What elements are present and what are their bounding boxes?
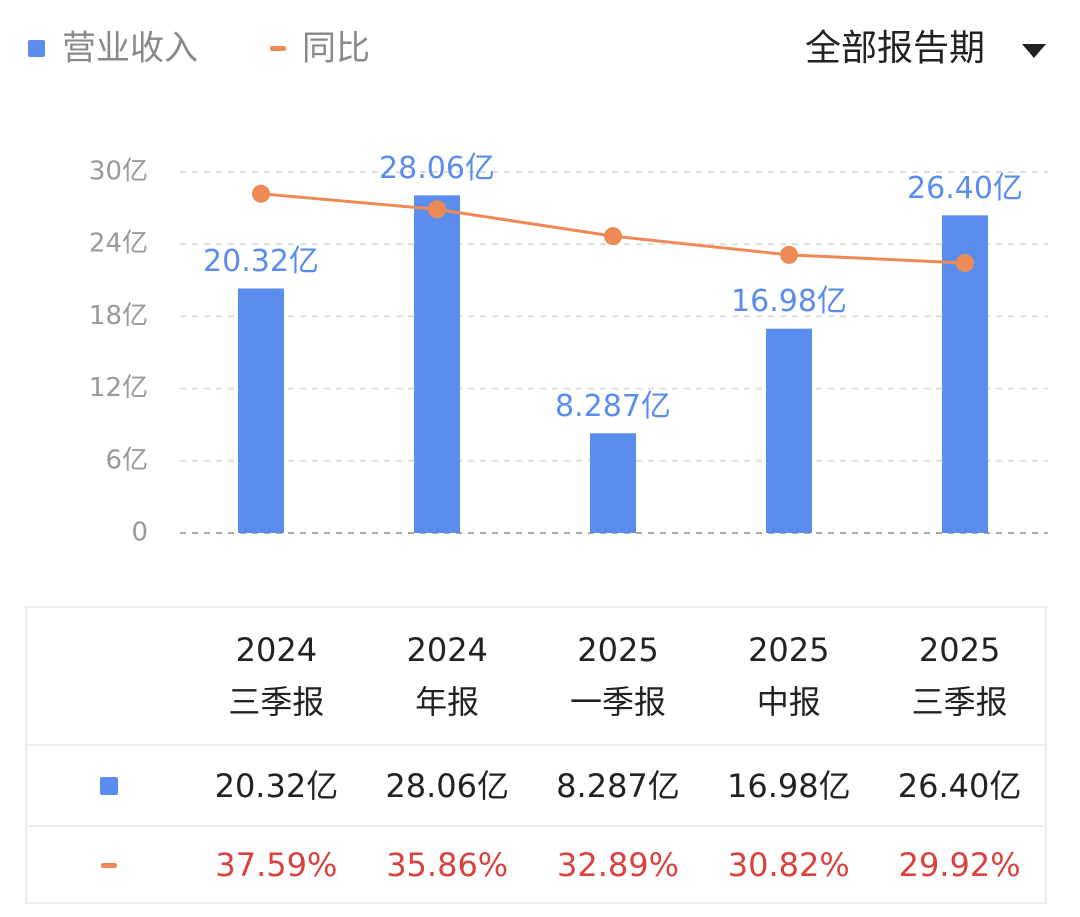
column-header: 2024 三季报 xyxy=(228,631,325,721)
column-header: 2024 年报 xyxy=(406,631,488,721)
value-label: 26.40亿 xyxy=(907,171,1023,206)
table-value: 35.86% xyxy=(361,825,533,902)
value-label: 8.287亿 xyxy=(555,389,671,424)
bar xyxy=(238,288,284,533)
y-tick-label: 12亿 xyxy=(89,373,148,403)
column-header: 2025 一季报 xyxy=(569,631,666,721)
y-tick-label: 30亿 xyxy=(89,157,148,187)
line-marker xyxy=(780,245,798,264)
table-value: 16.98亿 xyxy=(703,744,875,825)
legend-swatch xyxy=(270,46,286,51)
line-marker xyxy=(428,200,446,219)
column-header: 2025 三季报 xyxy=(911,631,1008,721)
dropdown-arrow[interactable] xyxy=(1022,44,1046,58)
line-marker xyxy=(604,227,622,246)
row-icon xyxy=(27,744,191,825)
table-value: 29.92% xyxy=(874,825,1045,902)
table-value: 30.82% xyxy=(703,825,875,902)
row-icon xyxy=(27,825,191,902)
table-value: 37.59% xyxy=(191,825,362,902)
legend-label: 营业收入 xyxy=(62,29,198,69)
row-icon-svg xyxy=(100,776,118,795)
y-tick-label: 24亿 xyxy=(89,229,148,259)
period-filter[interactable]: 全部报告期 xyxy=(805,28,1046,69)
table-corner xyxy=(27,608,191,744)
row-icon-svg xyxy=(101,862,117,868)
table-value: 26.40亿 xyxy=(874,744,1045,825)
value-label: 20.32亿 xyxy=(203,244,319,279)
legend-swatch xyxy=(28,40,45,57)
value-label: 16.98亿 xyxy=(731,284,847,319)
table-value: 20.32亿 xyxy=(191,744,362,825)
row-swatch xyxy=(101,862,117,868)
bar xyxy=(766,328,812,533)
period-filter-label[interactable]: 全部报告期 xyxy=(805,28,985,69)
y-tick-label: 6亿 xyxy=(105,445,148,475)
row-swatch xyxy=(100,776,118,795)
y-tick-label: 18亿 xyxy=(89,301,148,331)
value-label: 28.06亿 xyxy=(379,151,495,186)
bar xyxy=(590,433,636,533)
bar xyxy=(414,195,460,533)
table-value: 28.06亿 xyxy=(361,744,533,825)
legend-label: 同比 xyxy=(302,29,370,69)
line-marker xyxy=(956,253,974,272)
line-marker xyxy=(252,184,270,203)
table-value: 32.89% xyxy=(532,825,704,902)
data-table: 2024 三季报 2024 年报 2025 一季报 2025 中报 2025 三季报 20… xyxy=(25,606,1047,904)
column-header: 2025 中报 xyxy=(748,631,830,721)
table-value: 8.287亿 xyxy=(532,744,704,825)
chart: 全部报告期 营业收入 同比 0 6亿 12亿 18亿 24亿 30亿 20.32亿 28.06亿 8… xyxy=(28,28,1048,548)
y-tick-label: 0 xyxy=(131,518,148,548)
